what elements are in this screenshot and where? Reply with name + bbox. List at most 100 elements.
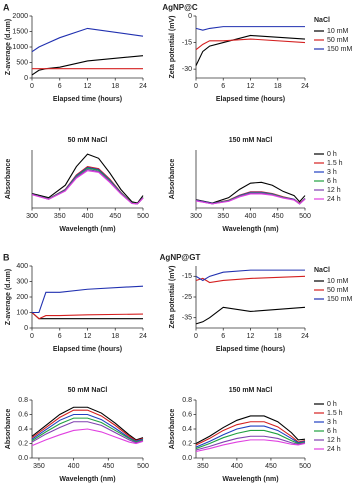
legend-title: NaCl <box>314 17 330 24</box>
y-tick-label: 0 <box>188 13 192 20</box>
x-tick-label: 6 <box>221 83 225 90</box>
y-tick-label: 100 <box>16 309 28 316</box>
x-tick-label: 400 <box>68 463 80 470</box>
y-axis-label: Z-average (d.nm) <box>5 19 12 75</box>
chart-title: 50 mM NaCl <box>68 387 108 394</box>
series-line <box>31 413 144 442</box>
x-tick-label: 18 <box>111 333 119 340</box>
series-line <box>195 275 306 284</box>
x-axis-label: Wavelength (nm) <box>222 476 278 483</box>
x-axis-label: Elapsed time (hours) <box>53 96 122 103</box>
series-line <box>31 312 144 320</box>
series-line <box>31 55 144 76</box>
series-line <box>31 409 144 442</box>
legend-label: 12 h <box>327 437 341 444</box>
series-line <box>195 415 306 444</box>
x-axis-label: Wavelength (nm) <box>222 226 278 233</box>
x-tick-label: 350 <box>54 213 66 220</box>
y-axis-label: Absorbance <box>5 409 12 450</box>
x-tick-label: 0 <box>194 333 198 340</box>
y-tick-label: 0.8 <box>18 397 28 404</box>
series-line <box>195 181 306 204</box>
x-tick-label: 24 <box>139 83 147 90</box>
series-line <box>195 193 306 205</box>
legend-label: 150 mM <box>327 46 352 53</box>
x-axis-label: Elapsed time (hours) <box>53 346 122 353</box>
x-tick-label: 350 <box>197 463 209 470</box>
x-tick-label: 350 <box>217 213 229 220</box>
panel-label: B <box>3 252 10 262</box>
y-tick-label: 0.8 <box>182 397 192 404</box>
x-tick-label: 500 <box>137 213 149 220</box>
legend-label: 10 mM <box>327 28 349 35</box>
y-tick-label: 0.6 <box>182 411 192 418</box>
x-tick-label: 18 <box>274 83 282 90</box>
y-tick-label: -15 <box>182 39 192 46</box>
y-tick-label: 0.2 <box>182 440 192 447</box>
y-tick-label: 300 <box>16 278 28 285</box>
series-line <box>195 269 305 282</box>
x-axis-label: Wavelength (nm) <box>59 226 115 233</box>
y-axis-label: Absorbance <box>169 159 176 200</box>
chart-title: 150 mM NaCl <box>229 387 273 394</box>
x-tick-label: 0 <box>30 83 34 90</box>
x-tick-label: 12 <box>84 333 92 340</box>
x-tick-label: 350 <box>33 463 45 470</box>
y-tick-label: 400 <box>16 263 28 270</box>
series-line <box>195 429 306 450</box>
series-line <box>31 428 144 447</box>
chart-title: 150 mM NaCl <box>229 137 273 144</box>
y-axis-label: Absorbance <box>169 409 176 450</box>
x-tick-label: 24 <box>301 333 309 340</box>
legend-label: 3 h <box>327 419 337 426</box>
x-tick-label: 450 <box>272 213 284 220</box>
legend-label: 6 h <box>327 428 337 435</box>
y-tick-label: 0.4 <box>18 426 28 433</box>
series-line <box>31 27 144 53</box>
x-tick-label: 500 <box>299 213 311 220</box>
series-line <box>195 425 306 448</box>
legend-label: 1.5 h <box>327 160 343 167</box>
panel-title: AgNP@C <box>162 3 198 12</box>
x-tick-label: 18 <box>111 83 119 90</box>
x-tick-label: 24 <box>301 83 309 90</box>
y-tick-label: 1500 <box>12 28 28 35</box>
series-line <box>31 153 144 204</box>
series-line <box>195 439 306 453</box>
legend-label: 0 h <box>327 401 337 408</box>
legend-label: 1.5 h <box>327 410 343 417</box>
y-tick-label: 0.2 <box>18 440 28 447</box>
x-tick-label: 24 <box>139 333 147 340</box>
x-tick-label: 450 <box>265 463 277 470</box>
series-line <box>32 285 144 314</box>
legend-title: NaCl <box>314 267 330 274</box>
legend-label: 12 h <box>327 187 341 194</box>
x-axis-label: Elapsed time (hours) <box>216 346 285 353</box>
x-tick-label: 500 <box>137 463 149 470</box>
legend-label: 6 h <box>327 178 337 185</box>
legend-label: 10 mM <box>327 278 349 285</box>
legend-label: 24 h <box>327 446 341 453</box>
x-tick-label: 12 <box>84 83 92 90</box>
x-tick-label: 400 <box>82 213 94 220</box>
legend-label: 3 h <box>327 169 337 176</box>
series-line <box>31 170 144 205</box>
x-tick-label: 6 <box>58 83 62 90</box>
series-line <box>31 417 144 443</box>
series-line <box>195 26 305 31</box>
y-axis-label: Zeta potential (mV) <box>169 265 176 328</box>
x-tick-label: 400 <box>245 213 257 220</box>
y-tick-label: -30 <box>182 66 192 73</box>
legend-label: 50 mM <box>327 37 349 44</box>
series-line <box>195 38 306 51</box>
y-axis-label: Z-average (d.nm) <box>5 269 12 325</box>
y-axis-label: Absorbance <box>5 159 12 200</box>
y-tick-label: 500 <box>16 59 28 66</box>
legend-label: 0 h <box>327 151 337 158</box>
legend-label: 24 h <box>327 196 341 203</box>
x-tick-label: 450 <box>102 463 114 470</box>
y-tick-label: 0.4 <box>182 426 192 433</box>
legend-label: 50 mM <box>327 287 349 294</box>
x-tick-label: 500 <box>299 463 311 470</box>
